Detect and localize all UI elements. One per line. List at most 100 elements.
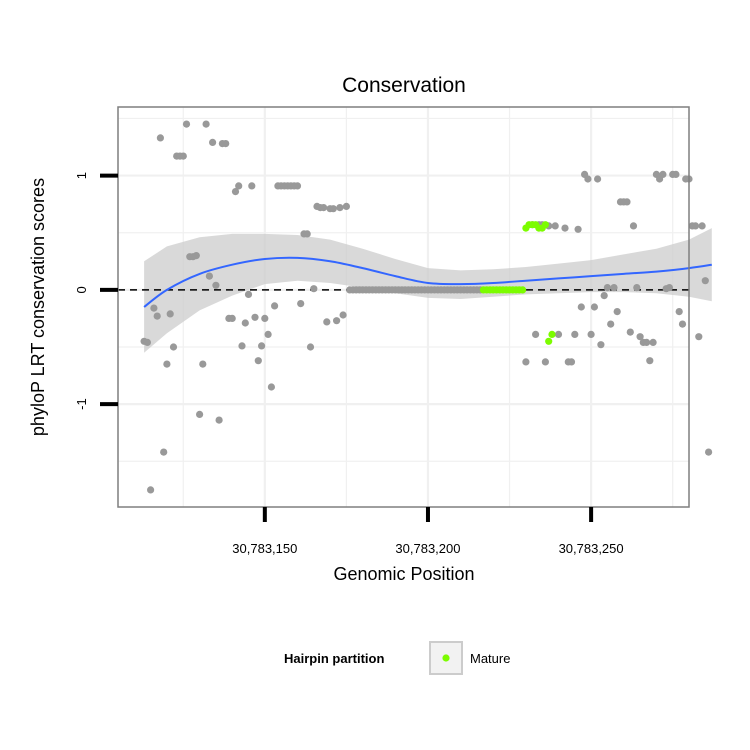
point-other bbox=[551, 222, 559, 230]
plot-border bbox=[117, 106, 690, 508]
point-other bbox=[329, 205, 337, 213]
point-other bbox=[150, 304, 158, 312]
point-other bbox=[261, 314, 269, 322]
point-other bbox=[258, 342, 266, 350]
point-other bbox=[610, 284, 618, 292]
point-other bbox=[231, 188, 240, 196]
point-other bbox=[554, 330, 563, 338]
chart-title: Conservation bbox=[342, 74, 466, 97]
point-other bbox=[659, 170, 667, 178]
point-other bbox=[306, 343, 315, 351]
point-other bbox=[584, 175, 592, 183]
point-other bbox=[532, 330, 540, 338]
point-other bbox=[626, 328, 634, 336]
point-other bbox=[160, 448, 168, 456]
point-other bbox=[561, 224, 569, 232]
point-other bbox=[254, 357, 262, 365]
point-other bbox=[271, 302, 279, 310]
point-other bbox=[238, 342, 246, 350]
point-other bbox=[590, 303, 599, 311]
y-tick-label: 1 bbox=[74, 172, 89, 179]
point-other bbox=[646, 357, 654, 365]
point-other bbox=[541, 358, 550, 366]
point-other bbox=[333, 317, 341, 325]
point-other bbox=[202, 120, 210, 128]
point-other bbox=[228, 314, 236, 322]
point-other bbox=[675, 308, 683, 316]
point-other bbox=[594, 175, 602, 183]
point-other bbox=[192, 252, 200, 260]
point-other bbox=[182, 120, 191, 128]
point-other bbox=[574, 225, 582, 233]
point-other bbox=[649, 338, 657, 346]
point-other bbox=[336, 204, 344, 212]
point-other bbox=[597, 341, 605, 349]
point-other bbox=[695, 333, 703, 341]
point-other bbox=[567, 358, 576, 366]
point-other bbox=[244, 290, 253, 298]
point-other bbox=[156, 134, 164, 142]
point-other bbox=[153, 312, 161, 320]
legend-mature-dot bbox=[442, 654, 450, 662]
point-other bbox=[643, 338, 651, 346]
y-axis-title: phyloP LRT conservation scores bbox=[28, 178, 48, 436]
point-other bbox=[600, 292, 608, 300]
point-other bbox=[235, 182, 243, 190]
point-other bbox=[339, 311, 347, 319]
x-axis-title: Genomic Position bbox=[333, 564, 474, 584]
point-other bbox=[248, 182, 256, 190]
point-other bbox=[163, 360, 171, 368]
point-other bbox=[587, 330, 595, 338]
point-other bbox=[143, 338, 151, 346]
point-other bbox=[636, 333, 644, 341]
y-tick-label: -1 bbox=[74, 398, 89, 410]
point-other bbox=[522, 358, 530, 366]
point-other bbox=[691, 222, 700, 230]
smooth-line bbox=[143, 256, 712, 308]
point-other bbox=[222, 140, 230, 148]
point-other bbox=[264, 330, 272, 338]
point-other bbox=[297, 300, 305, 308]
point-other bbox=[267, 383, 275, 391]
point-mature bbox=[545, 337, 553, 345]
points-layer bbox=[140, 120, 713, 494]
point-other bbox=[196, 410, 204, 418]
point-other bbox=[169, 343, 178, 351]
point-other bbox=[215, 416, 223, 424]
point-other bbox=[293, 182, 302, 190]
point-other bbox=[205, 272, 213, 280]
smooth-layer bbox=[143, 256, 712, 308]
point-other bbox=[698, 222, 706, 230]
point-mature bbox=[519, 286, 527, 294]
point-mature bbox=[541, 221, 550, 229]
point-other bbox=[251, 313, 259, 321]
point-other bbox=[320, 204, 328, 212]
point-other bbox=[629, 222, 638, 230]
point-other bbox=[613, 308, 621, 316]
point-other bbox=[623, 198, 631, 206]
point-mature bbox=[548, 330, 556, 338]
point-other bbox=[665, 284, 674, 292]
point-other bbox=[607, 320, 615, 328]
legend: Hairpin partition Mature bbox=[284, 641, 510, 675]
y-tick-label: 0 bbox=[74, 286, 89, 293]
legend-title: Hairpin partition bbox=[284, 651, 384, 666]
point-other bbox=[577, 303, 585, 311]
point-other bbox=[212, 281, 220, 289]
point-other bbox=[342, 202, 350, 210]
point-other bbox=[701, 277, 709, 285]
point-other bbox=[705, 448, 713, 456]
point-other bbox=[199, 360, 207, 368]
x-tick-label: 30,783,150 bbox=[232, 541, 297, 556]
point-other bbox=[209, 138, 217, 146]
point-other bbox=[147, 486, 155, 494]
point-other bbox=[603, 284, 612, 292]
point-other bbox=[571, 330, 579, 338]
point-other bbox=[310, 285, 318, 293]
point-other bbox=[672, 170, 680, 178]
point-other bbox=[166, 310, 174, 318]
point-other bbox=[241, 319, 249, 327]
point-other bbox=[303, 230, 311, 238]
legend-label-mature: Mature bbox=[470, 651, 510, 666]
